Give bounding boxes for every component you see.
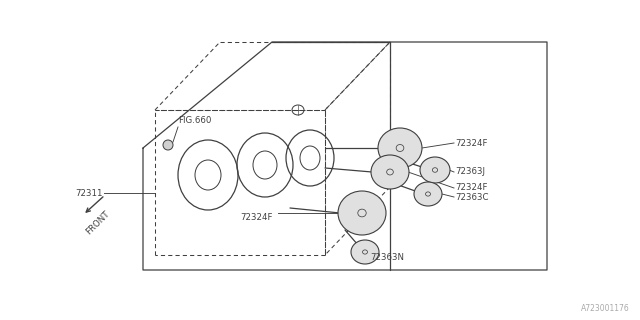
- Text: 72324F: 72324F: [455, 139, 488, 148]
- Text: 72363N: 72363N: [370, 253, 404, 262]
- Text: A723001176: A723001176: [581, 304, 630, 313]
- Text: 72363C: 72363C: [455, 193, 488, 202]
- Ellipse shape: [420, 157, 450, 183]
- Ellipse shape: [371, 155, 409, 189]
- Text: 72311: 72311: [76, 188, 103, 197]
- Text: 72324F: 72324F: [240, 213, 273, 222]
- Text: FIG.660: FIG.660: [178, 116, 211, 125]
- Ellipse shape: [338, 191, 386, 235]
- Text: 72324F: 72324F: [455, 183, 488, 193]
- Ellipse shape: [163, 140, 173, 150]
- Ellipse shape: [351, 240, 379, 264]
- Ellipse shape: [378, 128, 422, 168]
- Text: FRONT: FRONT: [84, 210, 112, 237]
- Ellipse shape: [414, 182, 442, 206]
- Text: 72363J: 72363J: [455, 167, 485, 177]
